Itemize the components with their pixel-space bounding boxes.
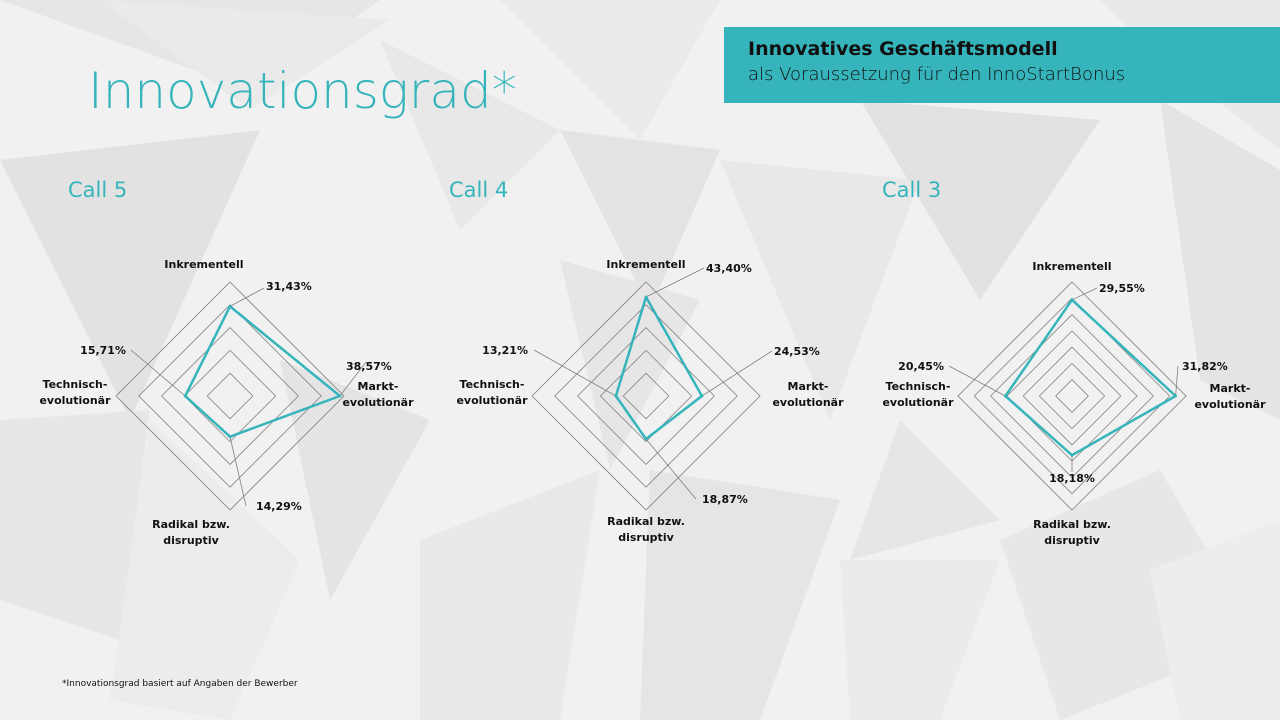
category-label-line: evolutionär bbox=[882, 396, 954, 409]
grid-ring bbox=[138, 304, 322, 488]
category-label: Radikal bzw. disruptiv bbox=[1033, 518, 1111, 547]
category-label-line: disruptiv bbox=[618, 531, 674, 544]
page-title: Innovationsgrad* bbox=[88, 62, 517, 120]
leader-line bbox=[130, 349, 186, 397]
category-label-line: Technisch- bbox=[886, 380, 951, 393]
category-label-line: evolutionär bbox=[772, 396, 844, 409]
leader-line bbox=[645, 267, 705, 298]
data-point bbox=[183, 394, 187, 398]
value-label: 24,53% bbox=[774, 345, 820, 358]
category-label-line: disruptiv bbox=[163, 534, 219, 547]
value-label: 38,57% bbox=[346, 360, 392, 373]
category-label: Markt-evolutionär bbox=[1194, 382, 1266, 411]
category-label-line: Markt- bbox=[788, 380, 829, 393]
grid-ring bbox=[1055, 379, 1089, 413]
grid-ring bbox=[161, 327, 299, 465]
call-5-title: Call 5 bbox=[68, 178, 128, 202]
grid-ring bbox=[554, 304, 738, 488]
category-label-line: Markt- bbox=[1210, 382, 1251, 395]
value-label: 18,18% bbox=[1049, 472, 1095, 485]
radar-chart-call-3: 29,55% 31,82% 18,18% 20,45% Inkrementell Mark… bbox=[882, 240, 1266, 560]
value-label: 13,21% bbox=[482, 344, 528, 357]
leader-line bbox=[948, 365, 1006, 397]
grid-ring bbox=[1038, 362, 1106, 430]
data-point bbox=[1003, 394, 1007, 398]
grid-ring bbox=[1006, 330, 1138, 462]
banner-line-1: Innovatives Geschäftsmodell bbox=[748, 38, 1058, 60]
grid-ring bbox=[1022, 346, 1122, 446]
leader-line bbox=[339, 361, 367, 397]
grid-ring bbox=[206, 372, 254, 420]
value-label: 14,29% bbox=[256, 500, 302, 513]
value-label: 18,87% bbox=[702, 493, 748, 506]
grid-ring bbox=[622, 372, 670, 420]
category-label-line: disruptiv bbox=[1044, 534, 1100, 547]
data-point bbox=[644, 437, 648, 441]
leader-line bbox=[1071, 287, 1098, 301]
category-label-line: Markt- bbox=[358, 380, 399, 393]
leader-line bbox=[701, 350, 773, 397]
value-label: 29,55% bbox=[1099, 282, 1145, 295]
category-label-line: Inkrementell bbox=[606, 258, 685, 271]
category-label: Technisch-evolutionär bbox=[456, 378, 528, 407]
data-point bbox=[644, 295, 648, 299]
grid-ring bbox=[577, 327, 715, 465]
banner-line-2: als Voraussetzung für den InnoStartBonus bbox=[748, 64, 1126, 85]
category-label: Markt-evolutionär bbox=[772, 380, 844, 409]
data-point bbox=[614, 394, 618, 398]
grid-ring bbox=[183, 349, 277, 443]
grid-ring bbox=[973, 297, 1171, 495]
leader-line bbox=[533, 349, 617, 397]
value-label: 31,43% bbox=[266, 280, 312, 293]
category-label-line: Radikal bzw. bbox=[152, 518, 230, 531]
category-label-line: evolutionär bbox=[342, 396, 414, 409]
category-label-line: Radikal bzw. bbox=[607, 515, 685, 528]
data-point bbox=[1070, 453, 1074, 457]
leader-line bbox=[645, 438, 697, 500]
data-point bbox=[700, 394, 704, 398]
value-label: 31,82% bbox=[1182, 360, 1228, 373]
header-banner: Innovatives Geschäftsmodell als Vorausse… bbox=[724, 27, 1280, 103]
category-label: Inkrementell bbox=[1032, 260, 1111, 273]
category-label: Markt-evolutionär bbox=[342, 380, 414, 409]
category-label: Radikal bzw. disruptiv bbox=[607, 515, 685, 544]
category-label-line: evolutionär bbox=[456, 394, 528, 407]
leader-line bbox=[1175, 365, 1179, 397]
value-label: 20,45% bbox=[898, 360, 944, 373]
category-label-line: Technisch- bbox=[43, 378, 108, 391]
value-label: 15,71% bbox=[80, 344, 126, 357]
category-label: Technisch-evolutionär bbox=[882, 380, 954, 409]
leader-line bbox=[229, 436, 247, 507]
category-label: Inkrementell bbox=[164, 258, 243, 271]
grid-ring bbox=[115, 281, 345, 511]
grid-ring bbox=[990, 314, 1154, 478]
radar-chart-call-5: 31,43% 38,57% 14,29% 15,71% Inkrementell Mark… bbox=[39, 240, 420, 560]
grid-ring bbox=[599, 349, 693, 443]
call-3-title: Call 3 bbox=[882, 178, 942, 202]
grid-ring bbox=[531, 281, 761, 511]
category-label-line: Inkrementell bbox=[164, 258, 243, 271]
radar-chart-call-4: 43,40% 24,53% 18,87% 13,21% Inkrementell Mark… bbox=[456, 240, 844, 560]
call-4-title: Call 4 bbox=[449, 178, 509, 202]
leader-line bbox=[229, 287, 265, 307]
footnote: *Innovationsgrad basiert auf Angaben der… bbox=[62, 679, 298, 689]
category-label: Inkrementell bbox=[606, 258, 685, 271]
category-label-line: evolutionär bbox=[1194, 398, 1266, 411]
data-point bbox=[228, 304, 232, 308]
data-point bbox=[338, 394, 342, 398]
grid-ring bbox=[957, 281, 1187, 511]
data-point bbox=[1174, 394, 1178, 398]
category-label-line: Radikal bzw. bbox=[1033, 518, 1111, 531]
category-label: Radikal bzw. disruptiv bbox=[152, 518, 230, 547]
data-point bbox=[1070, 298, 1074, 302]
category-label-line: evolutionär bbox=[39, 394, 111, 407]
category-label-line: Technisch- bbox=[460, 378, 525, 391]
value-label: 43,40% bbox=[706, 262, 752, 275]
category-label: Technisch-evolutionär bbox=[39, 378, 111, 407]
category-label-line: Inkrementell bbox=[1032, 260, 1111, 273]
data-point bbox=[228, 435, 232, 439]
